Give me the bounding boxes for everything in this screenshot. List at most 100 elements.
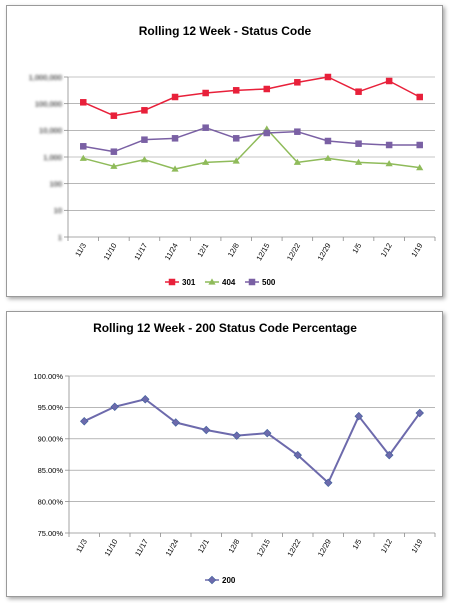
x-tick-label: 12/22 bbox=[285, 538, 302, 559]
x-tick-label: 11/10 bbox=[102, 242, 119, 262]
status-200-percentage-chart-panel: Rolling 12 Week - 200 Status Code Percen… bbox=[6, 311, 443, 597]
data-point bbox=[324, 154, 332, 161]
y-tick-label: 75.00% bbox=[38, 529, 64, 538]
legend-label: 404 bbox=[222, 278, 236, 287]
y-tick-label: 10 bbox=[54, 206, 62, 215]
x-tick-label: 12/15 bbox=[255, 538, 272, 559]
data-point bbox=[354, 411, 363, 421]
data-point bbox=[293, 158, 301, 165]
x-tick-label: 12/22 bbox=[285, 242, 302, 263]
data-point bbox=[202, 158, 210, 165]
data-point bbox=[141, 136, 148, 143]
data-point bbox=[110, 402, 119, 411]
series-301 bbox=[80, 73, 423, 119]
x-tick-label: 12/8 bbox=[226, 242, 241, 259]
data-point bbox=[171, 93, 179, 101]
x-tick-label: 11/17 bbox=[132, 242, 149, 262]
x-tick-label: 1/19 bbox=[409, 538, 424, 555]
y-axis-ticks: 100.00% 95.00% 90.00% 85.00% 80.00% 75.00% bbox=[33, 372, 63, 538]
series-line bbox=[82, 76, 421, 117]
x-tick-label: 11/24 bbox=[163, 242, 180, 262]
series-line bbox=[83, 398, 421, 484]
status-200-percentage-chart: Rolling 12 Week - 200 Status Code Percen… bbox=[33, 321, 436, 585]
x-tick-label: 11/10 bbox=[103, 538, 120, 558]
data-point bbox=[80, 99, 87, 106]
data-point bbox=[171, 135, 179, 142]
gridlines bbox=[65, 375, 435, 534]
series-200 bbox=[80, 395, 424, 487]
data-point bbox=[232, 135, 240, 142]
legend-label: 200 bbox=[222, 576, 236, 585]
data-point bbox=[232, 431, 241, 440]
legend-marker bbox=[248, 278, 256, 286]
y-tick-label: 10,000 bbox=[39, 126, 62, 135]
legend-marker bbox=[207, 575, 217, 585]
data-point bbox=[354, 158, 363, 165]
chart-title: Rolling 12 Week - Status Code bbox=[139, 24, 312, 38]
x-tick-label: 12/1 bbox=[196, 538, 211, 555]
legend: 301 404 500 bbox=[165, 278, 276, 287]
x-tick-label: 1/12 bbox=[379, 242, 394, 259]
data-point bbox=[110, 112, 118, 119]
x-axis-ticks: 11/3 11/10 11/17 11/24 12/1 12/8 12/15 12/22 12/… bbox=[67, 237, 436, 263]
x-tick-label: 1/5 bbox=[350, 538, 363, 552]
x-tick-label: 12/1 bbox=[195, 242, 210, 259]
data-point bbox=[294, 79, 301, 86]
status-code-chart-panel: Rolling 12 Week - Status Code 1,000,000 10… bbox=[6, 5, 443, 297]
y-tick-label: 85.00% bbox=[38, 466, 64, 475]
legend-item: 200 bbox=[205, 575, 236, 585]
data-point bbox=[140, 156, 149, 163]
data-point bbox=[324, 137, 332, 145]
series-500 bbox=[80, 124, 423, 155]
data-point bbox=[202, 425, 211, 435]
data-point bbox=[141, 395, 150, 404]
y-tick-label: 100.00% bbox=[33, 372, 63, 381]
data-point bbox=[385, 77, 393, 85]
legend-item: 404 bbox=[205, 278, 236, 287]
x-tick-label: 11/24 bbox=[164, 538, 181, 558]
data-point bbox=[80, 143, 87, 150]
data-point bbox=[263, 129, 271, 137]
x-tick-label: 11/3 bbox=[74, 538, 89, 555]
y-tick-label: 100,000 bbox=[35, 99, 62, 108]
data-point bbox=[263, 428, 272, 438]
data-point bbox=[80, 416, 89, 426]
y-tick-label: 1,000 bbox=[43, 153, 62, 162]
data-point bbox=[355, 88, 362, 95]
x-tick-label: 12/8 bbox=[226, 538, 241, 555]
y-tick-label: 90.00% bbox=[38, 435, 64, 444]
data-point bbox=[416, 93, 423, 101]
data-point bbox=[263, 85, 271, 93]
y-tick-label: 1,000,000 bbox=[29, 73, 62, 82]
data-point bbox=[202, 89, 209, 97]
data-point bbox=[141, 107, 148, 114]
legend-marker bbox=[208, 278, 216, 285]
data-point bbox=[416, 141, 423, 149]
x-tick-label: 11/17 bbox=[133, 538, 150, 558]
data-point bbox=[110, 148, 118, 155]
data-point bbox=[79, 154, 87, 161]
gridlines bbox=[64, 76, 435, 238]
series-404 bbox=[79, 125, 424, 172]
x-tick-label: 1/5 bbox=[350, 242, 363, 256]
chart-title: Rolling 12 Week - 200 Status Code Percen… bbox=[93, 321, 357, 335]
y-tick-label: 1 bbox=[58, 233, 62, 242]
data-point bbox=[232, 157, 240, 164]
data-point bbox=[232, 87, 240, 94]
y-tick-label: 100 bbox=[49, 179, 62, 188]
data-point bbox=[202, 124, 209, 131]
legend-marker bbox=[168, 278, 176, 286]
data-point bbox=[294, 128, 301, 135]
x-axis-ticks: 11/3 11/10 11/17 11/24 12/1 12/8 12/15 12/22 12/… bbox=[68, 533, 436, 559]
series-line bbox=[83, 126, 420, 153]
legend-label: 500 bbox=[262, 278, 276, 287]
series-line bbox=[83, 128, 420, 170]
legend: 200 bbox=[205, 575, 236, 585]
x-tick-label: 12/29 bbox=[316, 538, 333, 559]
x-tick-label: 12/29 bbox=[316, 242, 333, 263]
y-tick-label: 95.00% bbox=[38, 403, 64, 412]
data-point bbox=[171, 418, 180, 427]
data-point bbox=[293, 450, 302, 460]
legend-item: 301 bbox=[165, 278, 196, 287]
data-point bbox=[415, 408, 424, 418]
